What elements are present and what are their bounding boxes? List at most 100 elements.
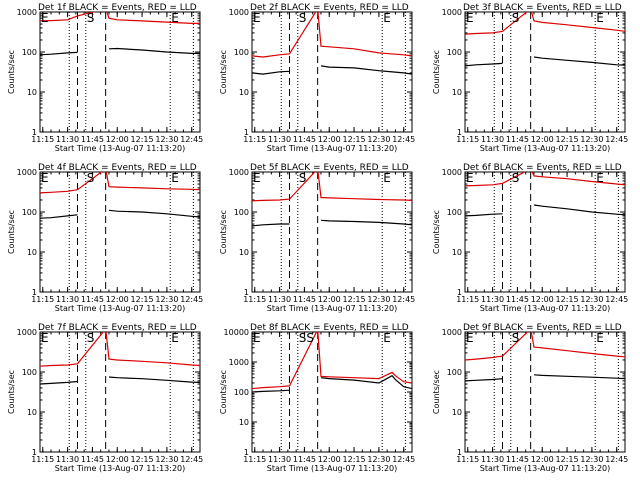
event-marker-label: E [253, 11, 261, 25]
y-tick-label: 1 [32, 448, 37, 457]
plot-frame [39, 171, 201, 293]
x-tick-label: 12:30 [580, 135, 603, 144]
plot-frame [39, 11, 201, 133]
event-marker-label: E [171, 171, 179, 185]
series-line-lld [465, 332, 625, 361]
y-tick-label: 10 [452, 248, 462, 257]
x-tick-label: 12:00 [106, 135, 129, 144]
y-tick-label: 10 [452, 88, 462, 97]
y-tick-label: 1000 [229, 168, 249, 177]
y-tick-label: 1 [244, 448, 249, 457]
x-tick-label: 12:30 [580, 455, 603, 464]
x-tick-label: 11:15 [31, 455, 54, 464]
x-tick-label: 12:30 [155, 455, 178, 464]
chart-panel-2: Det 2f BLACK = Events, RED = LLD 1 10 100 10… [219, 3, 415, 153]
y-tick-label: 1 [457, 128, 462, 137]
series-line-events [465, 204, 625, 217]
event-marker-label: E [41, 11, 49, 25]
y-tick-label: 1000 [442, 328, 462, 337]
chart-panel-4: Det 4f BLACK = Events, RED = LLD 1 10 100 10… [7, 163, 203, 313]
event-marker-label: S [87, 171, 95, 185]
y-tick-label: 1 [244, 128, 249, 137]
x-axis-label: Start Time (13-Aug-07 11:13:20) [55, 144, 186, 153]
x-tick-label: 12:15 [556, 455, 579, 464]
x-tick-label: 11:15 [243, 295, 266, 304]
y-tick-label: 1000 [442, 168, 462, 177]
y-tick-label: 100 [234, 48, 249, 57]
y-tick-label: 10 [27, 88, 37, 97]
chart-title: Det 9f BLACK = Events, RED = LLD [463, 323, 622, 333]
chart-title: Det 6f BLACK = Events, RED = LLD [463, 163, 622, 173]
x-tick-label: 11:30 [268, 295, 291, 304]
plot-frame [39, 331, 201, 453]
event-marker-label: E [466, 331, 474, 345]
x-tick-label: 12:15 [131, 295, 154, 304]
event-marker-label: E [596, 331, 604, 345]
x-tick-label: 11:15 [31, 135, 54, 144]
chart-panel-1: Det 1f BLACK = Events, RED = LLD 1 10 100 10… [7, 3, 203, 153]
x-tick-label: 11:45 [506, 135, 529, 144]
x-axis-label: Start Time (13-Aug-07 11:13:20) [267, 464, 398, 473]
plot-frame [464, 11, 626, 133]
x-axis-label: Start Time (13-Aug-07 11:13:20) [480, 464, 611, 473]
x-tick-label: 12:45 [392, 135, 415, 144]
x-tick-label: 11:15 [456, 295, 479, 304]
x-tick-label: 11:45 [81, 295, 104, 304]
event-marker-label: S [512, 11, 520, 25]
series-line-lld [465, 172, 625, 187]
y-axis-label: Counts/sec [219, 50, 228, 94]
x-tick-label: 11:30 [56, 135, 79, 144]
event-marker-label: S [299, 171, 307, 185]
x-tick-label: 12:45 [180, 135, 203, 144]
x-tick-label: 11:15 [456, 135, 479, 144]
x-tick-label: 12:30 [580, 295, 603, 304]
x-tick-label: 12:15 [556, 295, 579, 304]
x-axis-label: Start Time (13-Aug-07 11:13:20) [480, 304, 611, 313]
y-tick-label: 10 [239, 248, 249, 257]
event-marker-label: E [171, 11, 179, 25]
x-tick-label: 12:15 [343, 295, 366, 304]
y-tick-label: 1 [457, 288, 462, 297]
chart-title: Det 4f BLACK = Events, RED = LLD [38, 163, 197, 173]
y-tick-label: 10 [27, 248, 37, 257]
chart-title: Det 5f BLACK = Events, RED = LLD [250, 163, 409, 173]
series-line-events [40, 47, 200, 56]
event-marker-label: E [466, 171, 474, 185]
x-tick-label: 12:00 [531, 295, 554, 304]
series-line-lld [252, 172, 412, 202]
x-axis-label: Start Time (13-Aug-07 11:13:20) [267, 304, 398, 313]
x-tick-label: 12:30 [367, 455, 390, 464]
y-axis-label: Counts/sec [7, 370, 16, 414]
y-tick-label: 100 [22, 48, 37, 57]
event-marker-label: E [383, 331, 391, 345]
x-tick-label: 11:15 [31, 295, 54, 304]
plot-frame [251, 331, 413, 453]
series-line-events [465, 56, 625, 67]
x-tick-label: 12:30 [155, 295, 178, 304]
x-tick-label: 11:30 [56, 455, 79, 464]
chart-title: Det 8f BLACK = Events, RED = LLD [250, 323, 409, 333]
x-tick-label: 12:45 [180, 295, 203, 304]
x-tick-label: 12:45 [605, 455, 628, 464]
x-tick-label: 11:30 [56, 295, 79, 304]
x-tick-label: 12:15 [131, 455, 154, 464]
x-tick-label: 12:00 [318, 455, 341, 464]
x-tick-label: 11:45 [81, 455, 104, 464]
x-tick-label: 12:30 [155, 135, 178, 144]
y-axis-label: Counts/sec [432, 370, 441, 414]
y-tick-label: 1 [32, 128, 37, 137]
event-marker-label: E [596, 171, 604, 185]
y-tick-label: 1000 [17, 8, 37, 17]
y-tick-label: 10 [239, 88, 249, 97]
x-tick-label: 12:00 [106, 295, 129, 304]
y-tick-label: 1 [32, 288, 37, 297]
x-tick-label: 12:15 [131, 135, 154, 144]
x-tick-label: 12:45 [392, 455, 415, 464]
series-line-events [40, 209, 200, 219]
chart-panel-8: Det 8f BLACK = Events, RED = LLD 1 10 100 10… [219, 323, 415, 473]
x-tick-label: 11:15 [243, 135, 266, 144]
event-marker-label: E [466, 11, 474, 25]
x-tick-label: 11:30 [481, 135, 504, 144]
event-marker-label: S [512, 171, 520, 185]
series-line-lld [40, 172, 200, 194]
